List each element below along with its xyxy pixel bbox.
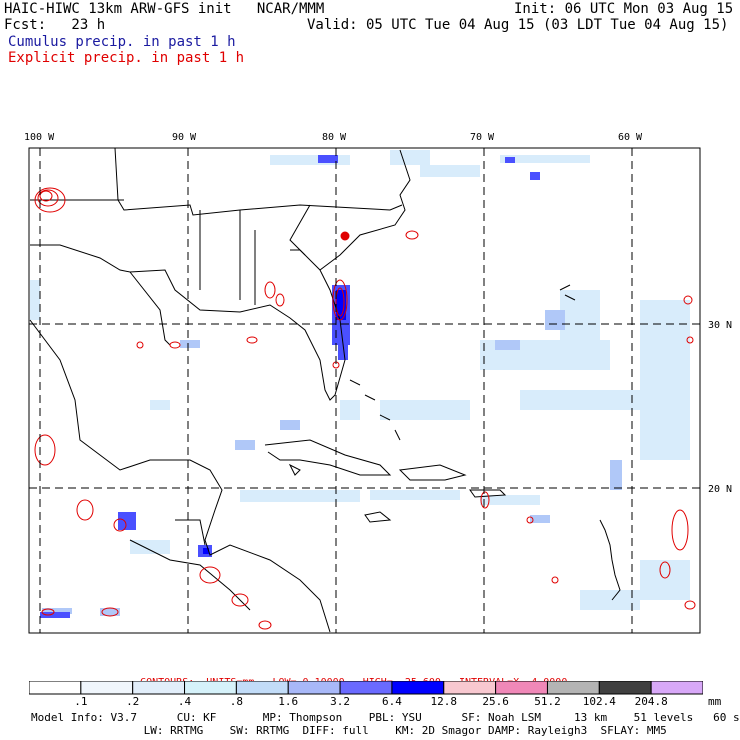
legend-label: 6.4 [381, 695, 402, 708]
legend-label: 3.2 [330, 695, 350, 708]
coastlines [29, 147, 621, 633]
legend-unit: mm [708, 695, 722, 708]
legend-swatch [235, 681, 289, 695]
legend-label: .4 [177, 695, 192, 708]
precip-legend-bar [29, 681, 703, 695]
legend-swatch [80, 681, 134, 695]
legend-label: .2 [126, 695, 140, 708]
lat-lon-grid [29, 148, 700, 633]
init-time: Init: 06 UTC Mon 03 Aug 15 [514, 1, 734, 17]
lon-label-70w: 70 W [470, 132, 495, 143]
explicit-precip-contours [34, 187, 696, 630]
legend-label: 1.6 [278, 695, 299, 708]
legend-swatch [391, 681, 445, 695]
legend-label: 25.6 [482, 695, 509, 708]
lat-label-30n: 30 N [708, 320, 732, 331]
cumulus-precip-label: Cumulus precip. in past 1 h [8, 34, 236, 50]
forecast-hour: Fcst: 23 h [4, 17, 106, 33]
legend-swatch [132, 681, 186, 695]
legend-label: 12.8 [430, 695, 458, 708]
legend-label: .1 [74, 695, 88, 708]
map-title: HAIC-HIWC 13km ARW-GFS init NCAR/MMM [4, 1, 325, 17]
map-frame [28, 147, 701, 634]
lat-label-20n: 20 N [708, 484, 732, 495]
legend-label: 102.4 [582, 695, 616, 708]
legend-swatch [184, 681, 237, 695]
cumulus-precip-max [203, 290, 346, 554]
model-info-line2: LW: RRTMG SW: RRTMG DIFF: full KM: 2D Sm… [31, 724, 667, 737]
lon-label-60w: 60 W [618, 132, 643, 143]
cumulus-precip-medium [42, 310, 622, 616]
legend-swatch [29, 681, 82, 695]
cumulus-precip-light [30, 150, 690, 610]
lon-label-100w: 100 W [24, 132, 55, 143]
explicit-precip-label: Explicit precip. in past 1 h [8, 50, 245, 66]
legend-swatch [495, 681, 548, 695]
cumulus-precip-strong [40, 155, 540, 618]
legend-label: 204.8 [634, 695, 668, 708]
legend-label: .8 [229, 695, 243, 708]
legend-label: 51.2 [534, 695, 561, 708]
valid-time: Valid: 05 UTC Tue 04 Aug 15 (03 LDT Tue … [307, 17, 729, 33]
legend-swatch [650, 681, 703, 695]
lon-label-80w: 80 W [322, 132, 347, 143]
legend-swatch [443, 681, 497, 695]
model-info-line1: Model Info: V3.7 CU: KF MP: Thompson PBL… [31, 711, 740, 724]
legend-swatch [546, 681, 600, 695]
lon-label-90w: 90 W [172, 132, 197, 143]
legend-swatch [339, 681, 393, 695]
legend-swatch [287, 681, 341, 695]
legend-swatch [598, 681, 652, 695]
